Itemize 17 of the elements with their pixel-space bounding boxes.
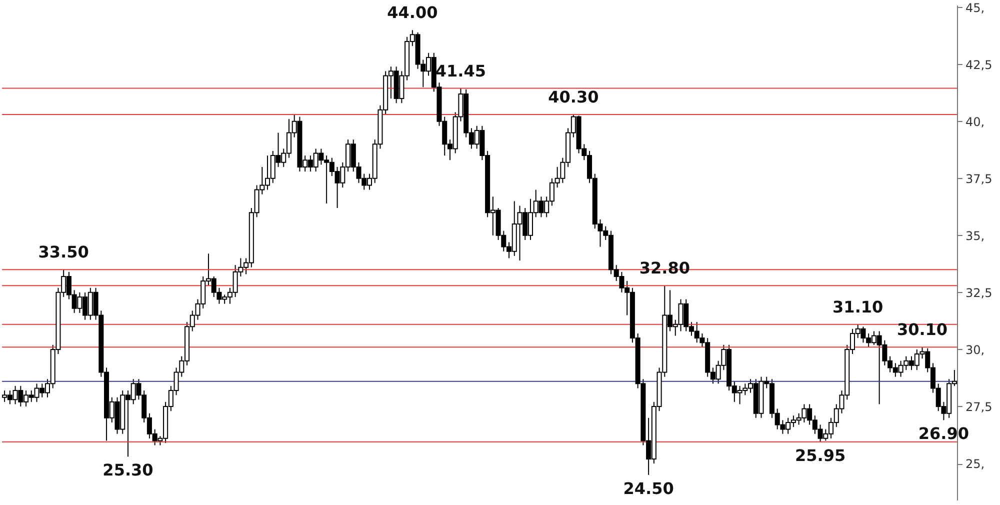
y-tick-label: 45, (966, 0, 985, 15)
y-tick-label: 30, (966, 342, 985, 357)
ref-line-label: 40.30 (548, 87, 599, 106)
annotation: 25.95 (794, 446, 846, 465)
annotation: 44.00 (387, 3, 438, 22)
y-tick-label: 37,5 (966, 172, 992, 186)
ref-line-label: 30.10 (896, 320, 948, 340)
y-tick-label: 27,5 (966, 400, 992, 414)
ref-line-label: 31.10 (832, 297, 884, 316)
y-tick-label: 35, (966, 228, 985, 243)
y-tick-label: 32,5 (966, 286, 992, 300)
y-tick-label: 40, (966, 114, 985, 129)
ref-line-label: 33.50 (38, 242, 89, 262)
y-tick-label: 25, (966, 457, 985, 471)
annotation: 24.50 (623, 478, 674, 498)
annotation: 25.30 (102, 460, 154, 480)
y-tick-label: 42,5 (966, 58, 992, 72)
